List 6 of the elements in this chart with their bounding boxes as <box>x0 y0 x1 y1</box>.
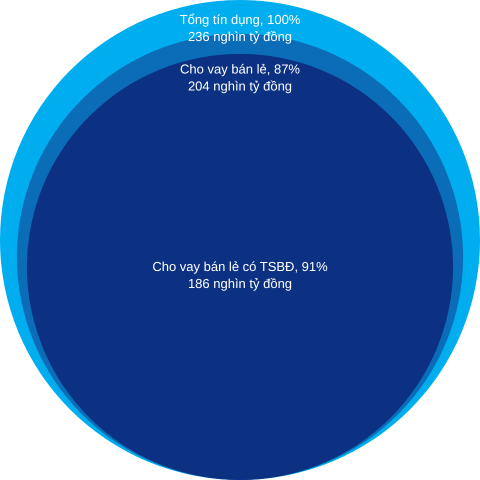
data-label: 186 nghìn tỷ đồng <box>188 276 292 291</box>
data-label: 204 nghìn tỷ đồng <box>188 78 292 94</box>
category-label: Cho vay bán lẻ có TSBĐ, 91% <box>152 258 328 274</box>
category-label: Cho vay bán lẻ, 87% <box>180 62 300 77</box>
data-label: 236 nghìn tỷ đồng <box>188 29 292 44</box>
category-label: Tổng tín dụng, 100% <box>180 12 301 27</box>
